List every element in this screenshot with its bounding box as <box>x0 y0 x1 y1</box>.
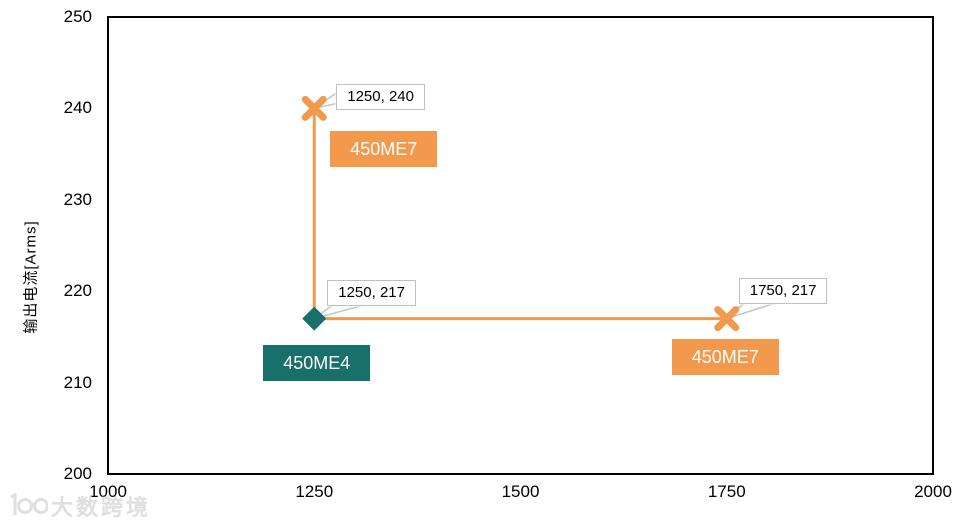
data-label-callout: 1250, 240 <box>336 84 425 111</box>
y-tick-label: 210 <box>63 372 92 392</box>
y-tick-label: 230 <box>63 189 92 209</box>
diamond-marker <box>302 306 327 331</box>
x-tick-label: 1500 <box>501 482 540 501</box>
plot-area <box>107 16 934 475</box>
watermark-logo-icon <box>10 493 48 515</box>
y-tick-label: 220 <box>63 281 92 301</box>
x-marker <box>301 95 327 121</box>
x-marker <box>714 306 740 332</box>
data-label-callout: 1750, 217 <box>738 277 828 304</box>
y-tick-label: 200 <box>63 464 92 483</box>
x-tick-label: 1000 <box>89 482 127 501</box>
series-label-box: 450ME7 <box>330 131 438 168</box>
watermark-text: 大数跨境 <box>51 495 152 520</box>
x-tick-label: 1750 <box>707 482 746 501</box>
series-label-box: 450ME7 <box>671 338 779 375</box>
watermark: 大数跨境 <box>6 490 151 522</box>
series-label-box: 450ME4 <box>263 344 371 381</box>
x-tick-label: 1250 <box>295 482 334 501</box>
y-tick-label: 240 <box>63 98 92 118</box>
y-tick-label: 250 <box>63 7 92 26</box>
x-tick-label: 2000 <box>914 482 952 501</box>
data-label-callout: 1250, 217 <box>327 279 416 306</box>
